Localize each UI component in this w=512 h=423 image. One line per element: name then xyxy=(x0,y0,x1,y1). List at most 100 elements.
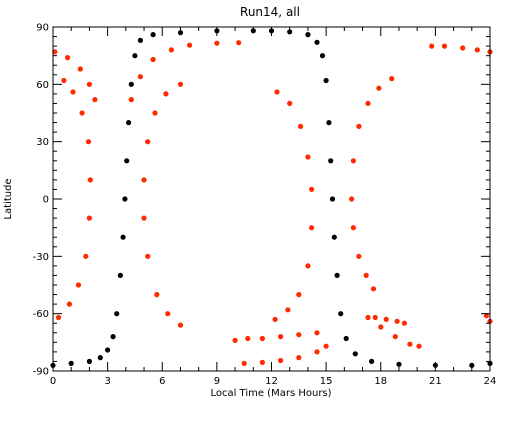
series-1-point-56 xyxy=(365,100,371,106)
series-1-point-59 xyxy=(349,196,355,202)
series-1-point-78 xyxy=(483,313,489,319)
series-1-point-9 xyxy=(87,177,93,183)
series-0-point-34 xyxy=(396,361,402,367)
series-0-point-7 xyxy=(117,272,123,278)
chart-title: Run14, all xyxy=(240,5,300,19)
series-0-point-12 xyxy=(128,81,134,87)
series-1-point-19 xyxy=(187,42,193,48)
series-1-point-70 xyxy=(383,316,389,322)
series-1-point-68 xyxy=(416,343,422,349)
series-1 xyxy=(52,40,493,366)
series-layer xyxy=(50,28,493,368)
series-1-point-2 xyxy=(77,66,83,72)
series-1-point-55 xyxy=(376,85,382,91)
series-1-point-32 xyxy=(274,89,280,95)
series-1-point-73 xyxy=(429,43,435,49)
series-1-point-67 xyxy=(407,341,413,347)
series-1-point-61 xyxy=(356,253,362,259)
series-1-point-25 xyxy=(145,139,151,145)
series-1-point-26 xyxy=(141,177,147,183)
series-0-point-33 xyxy=(369,358,375,364)
series-1-point-18 xyxy=(168,47,174,53)
series-0-point-26 xyxy=(328,158,334,164)
series-0-point-14 xyxy=(137,37,143,44)
series-0-point-13 xyxy=(132,53,138,59)
series-1-point-42 xyxy=(232,337,238,343)
series-1-point-47 xyxy=(314,330,320,336)
y-tick-label-0: -90 xyxy=(33,367,49,378)
series-0-point-16 xyxy=(177,30,184,36)
series-1-point-34 xyxy=(298,123,304,129)
series-1-point-8 xyxy=(85,139,92,145)
x-tick-label-5: 15 xyxy=(320,376,333,387)
plot-frame xyxy=(52,26,491,372)
series-1-point-43 xyxy=(245,335,251,342)
series-0-point-6 xyxy=(114,311,120,317)
series-1-point-29 xyxy=(154,292,160,298)
y-tick-label-3: 0 xyxy=(43,195,49,206)
series-0-point-30 xyxy=(338,311,344,317)
series-1-point-54 xyxy=(389,76,395,82)
series-0-point-29 xyxy=(334,272,340,278)
series-0-point-8 xyxy=(120,234,126,240)
series-1-point-21 xyxy=(236,40,242,46)
series-1-point-6 xyxy=(70,89,76,95)
series-1-point-7 xyxy=(79,110,85,116)
x-tick-label-2: 6 xyxy=(159,376,165,387)
series-1-point-44 xyxy=(259,335,265,342)
y-tick-label-1: -60 xyxy=(33,309,49,320)
series-1-point-31 xyxy=(177,322,184,328)
series-1-point-1 xyxy=(65,55,71,61)
series-1-point-74 xyxy=(441,43,448,49)
series-1-point-69 xyxy=(372,314,378,321)
series-0-point-10 xyxy=(124,158,130,164)
series-1-point-53 xyxy=(323,343,329,349)
series-1-point-39 xyxy=(296,292,302,298)
series-0-point-9 xyxy=(122,196,128,202)
series-1-point-52 xyxy=(314,349,320,355)
series-0-point-21 xyxy=(305,31,311,38)
series-1-point-38 xyxy=(305,263,311,269)
series-1-point-13 xyxy=(66,301,72,307)
series-1-point-35 xyxy=(305,154,311,160)
series-0-point-2 xyxy=(86,358,92,364)
series-0-point-11 xyxy=(126,120,132,126)
series-1-point-71 xyxy=(394,318,400,324)
series-0-point-25 xyxy=(326,120,332,126)
series-0-point-23 xyxy=(319,53,326,59)
series-1-point-24 xyxy=(152,110,158,116)
series-1-point-10 xyxy=(86,215,92,221)
series-1-point-50 xyxy=(278,357,284,364)
series-0-point-15 xyxy=(150,31,156,38)
series-0-point-31 xyxy=(343,335,349,342)
series-1-point-23 xyxy=(163,91,169,97)
series-1-point-58 xyxy=(350,158,356,164)
series-1-point-62 xyxy=(363,272,369,278)
x-tick-label-6: 18 xyxy=(374,376,387,387)
series-0-point-27 xyxy=(329,196,336,202)
series-0-point-20 xyxy=(287,29,293,35)
series-1-point-5 xyxy=(61,77,67,84)
series-0-point-4 xyxy=(105,347,111,353)
y-tick-label-2: -30 xyxy=(33,252,49,263)
series-0-point-36 xyxy=(469,362,475,368)
x-tick-label-1: 3 xyxy=(104,376,110,387)
series-1-point-65 xyxy=(378,324,384,330)
series-0-point-24 xyxy=(323,77,329,84)
x-axis-label: Local Time (Mars Hours) xyxy=(210,388,331,399)
series-1-point-28 xyxy=(145,253,151,259)
series-1-point-51 xyxy=(296,355,302,361)
x-tick-label-4: 12 xyxy=(265,376,278,387)
series-1-point-36 xyxy=(309,186,315,192)
series-1-point-57 xyxy=(356,123,362,129)
series-1-point-72 xyxy=(401,320,407,326)
series-0 xyxy=(50,28,493,368)
series-1-point-22 xyxy=(177,81,184,87)
x-tick-label-0: 0 xyxy=(50,376,56,387)
y-axis-label: Latitude xyxy=(3,178,14,219)
series-1-point-49 xyxy=(259,359,265,365)
x-tick-label-7: 21 xyxy=(429,376,442,387)
series-0-point-3 xyxy=(97,355,103,361)
series-1-point-17 xyxy=(150,56,156,63)
